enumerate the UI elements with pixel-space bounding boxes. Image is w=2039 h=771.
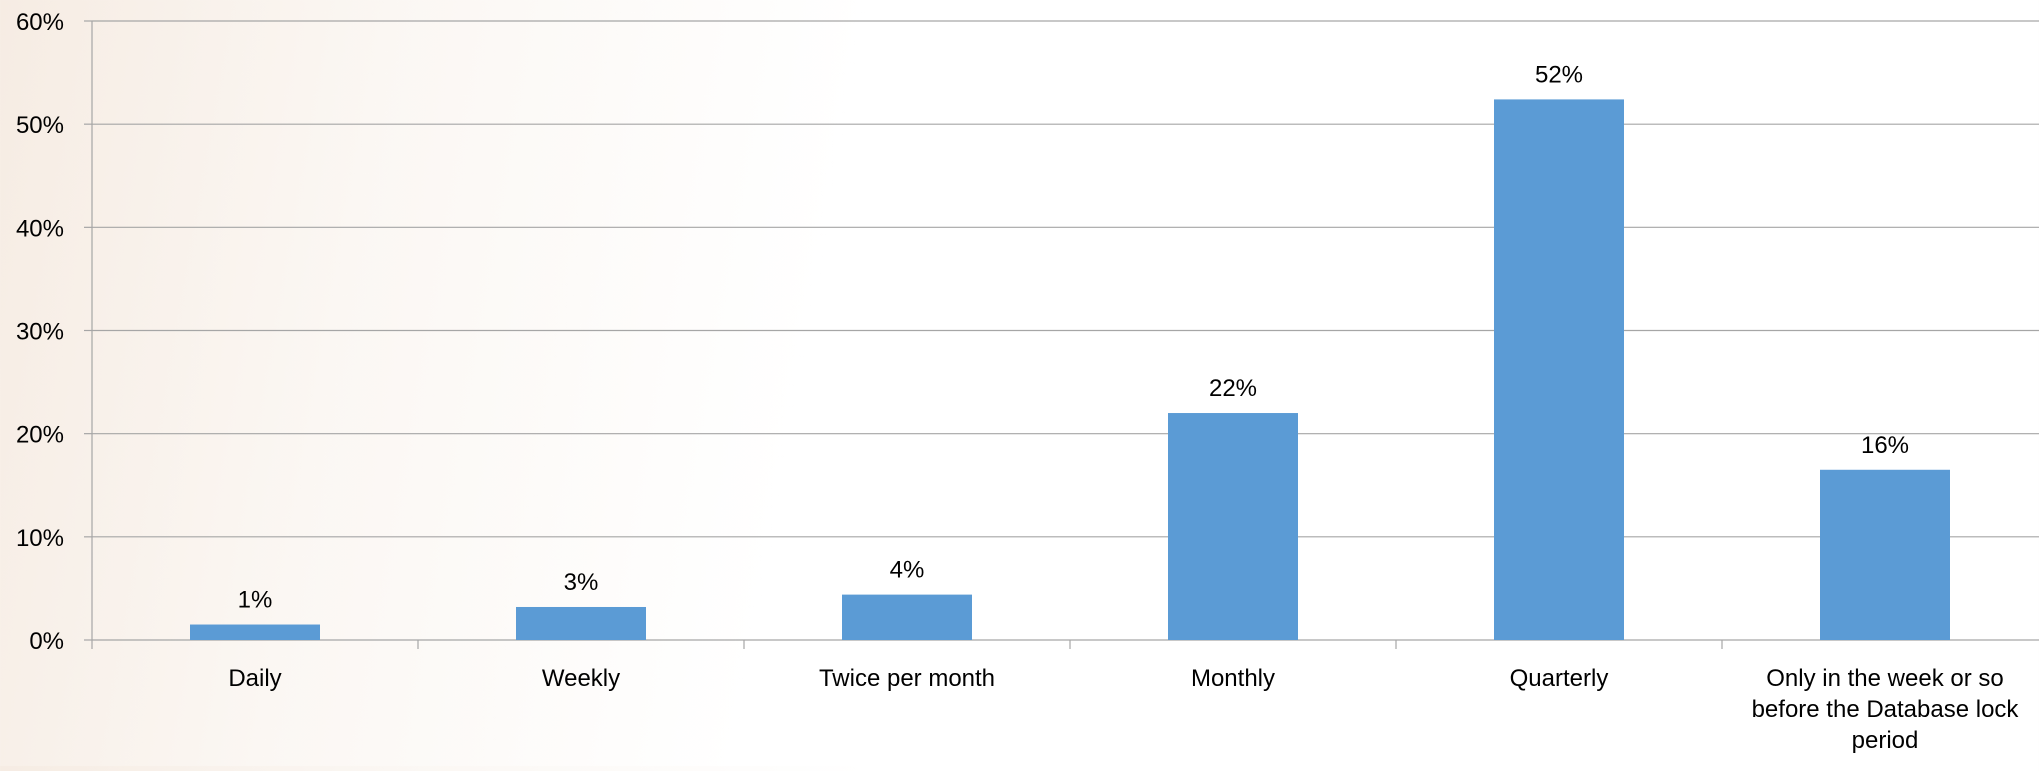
y-tick-label: 50% xyxy=(16,112,64,139)
data-label: 4% xyxy=(890,557,925,584)
x-category-label-line: Daily xyxy=(228,665,281,692)
bar xyxy=(1494,99,1624,640)
y-tick-label: 20% xyxy=(16,422,64,449)
x-category-label-line: Quarterly xyxy=(1510,665,1609,692)
y-tick-label: 10% xyxy=(16,525,64,552)
gridlines xyxy=(92,20,2039,538)
y-tick-label: 60% xyxy=(16,9,64,36)
x-category-label-line: period xyxy=(1852,727,1919,754)
x-category-label: Monthly xyxy=(1191,665,1275,692)
x-category-label: Weekly xyxy=(542,665,620,692)
y-tick-label: 0% xyxy=(29,628,64,655)
x-category-label-line: before the Database lock xyxy=(1752,696,2020,723)
x-category-label-line: Weekly xyxy=(542,665,620,692)
x-tick-labels: Daily Weekly Twice per month Monthly Quarter… xyxy=(228,665,2019,754)
y-tick-label: 40% xyxy=(16,215,64,242)
y-tick-labels: 0% 10% 20% 30% 40% 50% 60% xyxy=(16,9,64,655)
x-category-label: Quarterly xyxy=(1510,665,1609,692)
bar xyxy=(1168,413,1298,640)
data-label: 22% xyxy=(1209,375,1257,402)
x-category-label-line: Monthly xyxy=(1191,665,1275,692)
data-label: 3% xyxy=(564,569,599,596)
x-category-label-line: Twice per month xyxy=(819,665,995,692)
x-category-label-line: Only in the week or so xyxy=(1766,665,2003,692)
bar xyxy=(516,606,646,640)
bar xyxy=(1820,469,1950,640)
data-label: 16% xyxy=(1861,432,1909,459)
x-category-label: Only in the week or so before the Databas… xyxy=(1752,665,2020,754)
data-label: 1% xyxy=(238,587,273,614)
bar xyxy=(190,624,320,640)
bars xyxy=(190,99,1950,640)
bar xyxy=(842,594,972,640)
data-labels: 1% 3% 4% 22% 52% 16% xyxy=(238,61,1909,613)
data-label: 52% xyxy=(1535,61,1583,88)
x-category-label: Twice per month xyxy=(819,665,995,692)
axes xyxy=(84,20,2039,649)
x-category-label: Daily xyxy=(228,665,281,692)
y-tick-label: 30% xyxy=(16,319,64,346)
